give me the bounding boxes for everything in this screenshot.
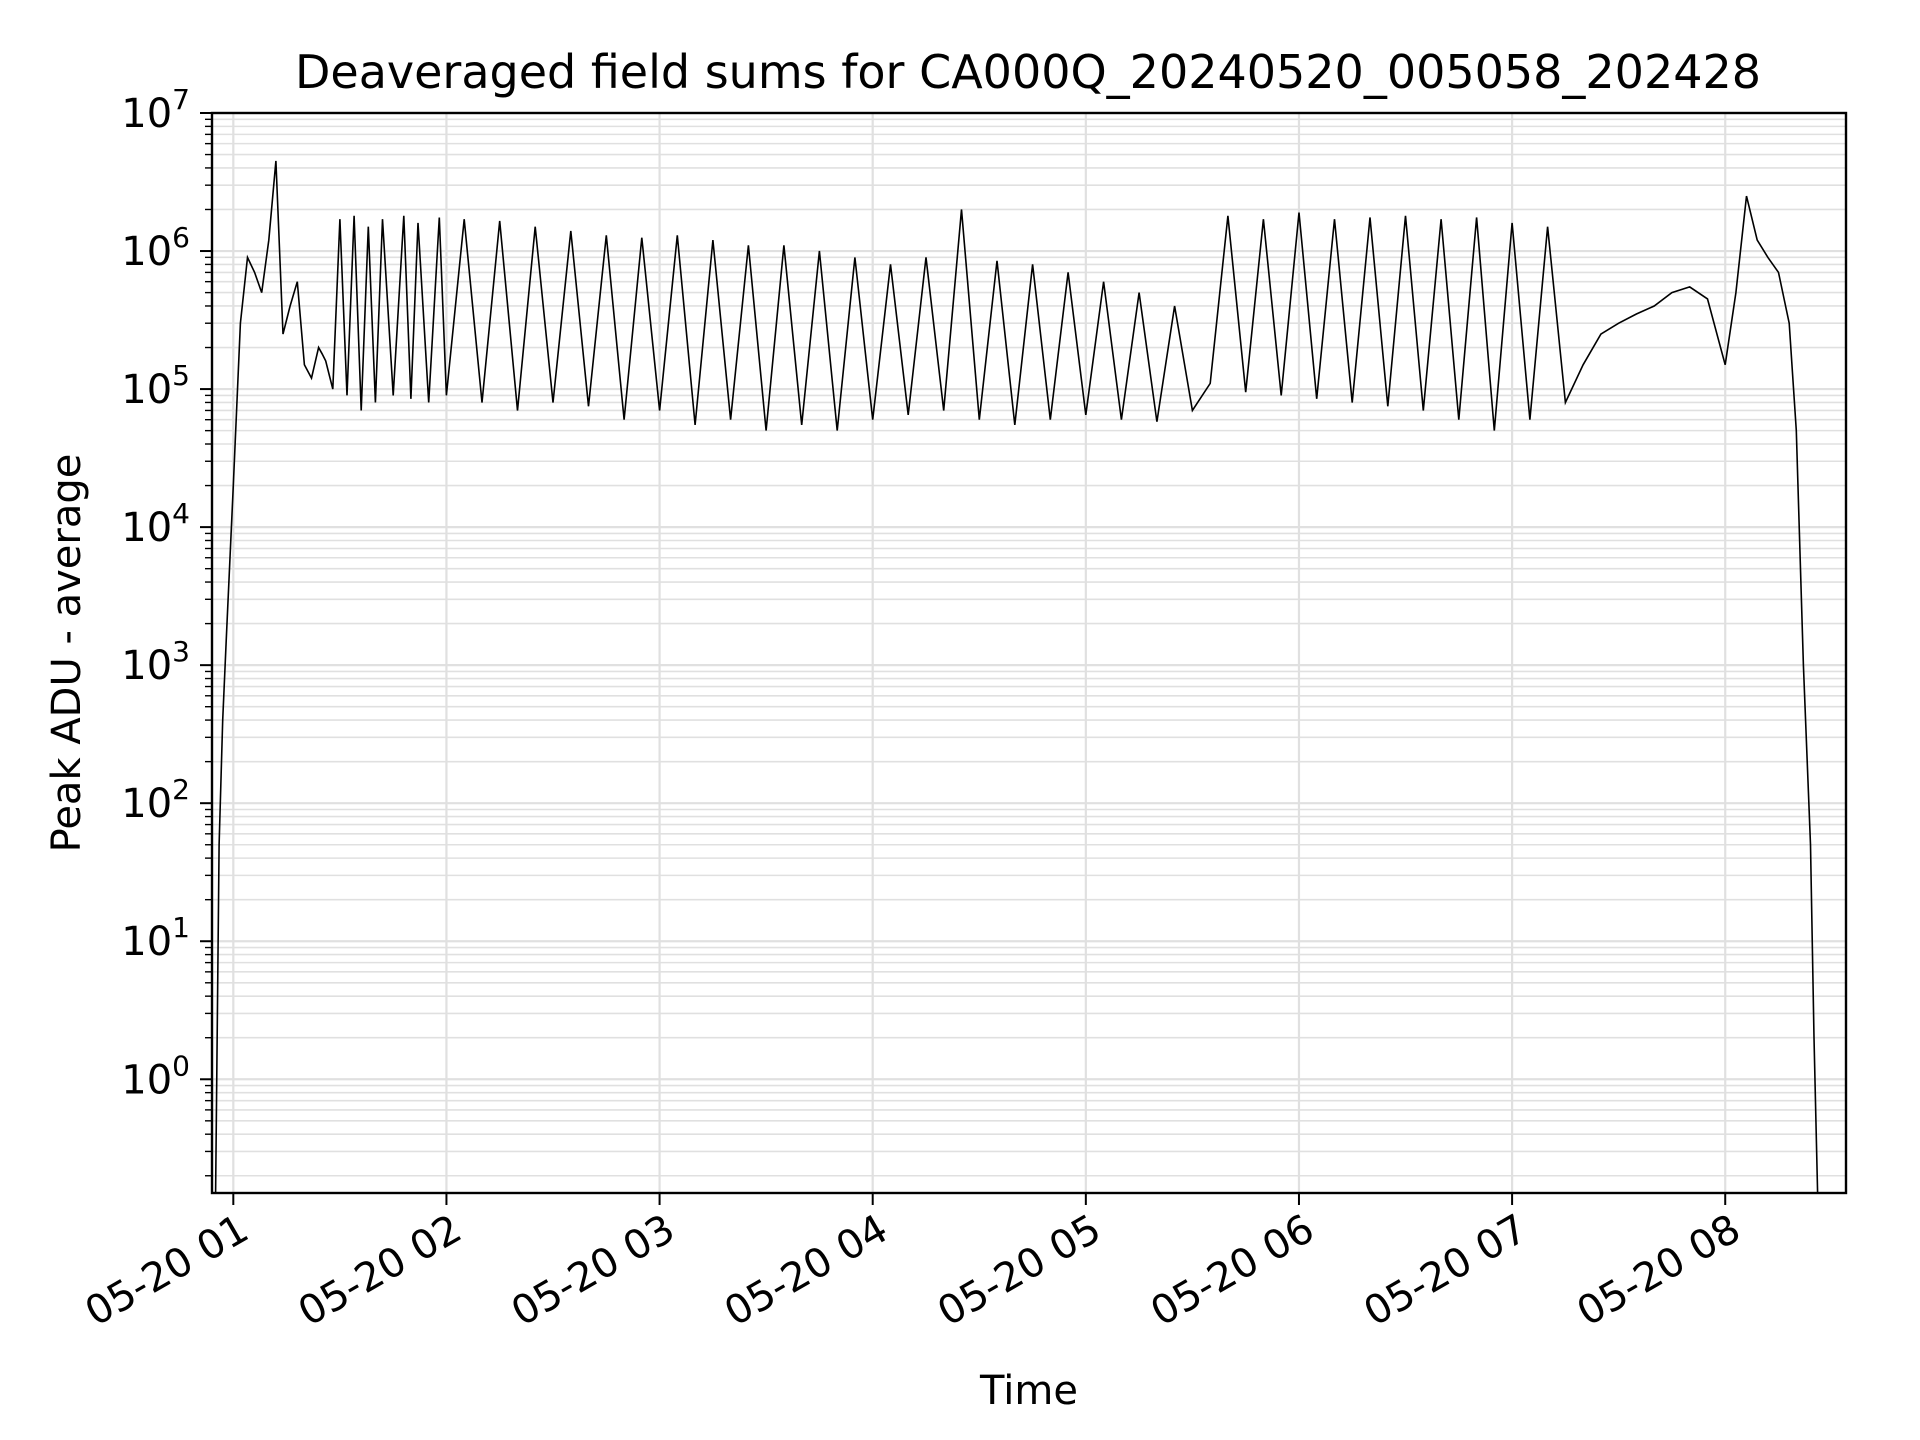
y-tick-label: 103 bbox=[121, 635, 190, 689]
x-tick-label: 05-20 04 bbox=[717, 1206, 896, 1336]
x-tick-label: 05-20 06 bbox=[1143, 1206, 1322, 1336]
y-tick-label: 102 bbox=[121, 773, 190, 827]
x-tick-label: 05-20 07 bbox=[1356, 1206, 1535, 1336]
chart-title: Deaveraged field sums for CA000Q_2024052… bbox=[295, 45, 1761, 99]
y-axis-label: Peak ADU - average bbox=[44, 454, 90, 853]
x-axis: 05-20 01 05-20 02 05-20 03 05-20 04 05-20 05… bbox=[78, 1193, 1748, 1336]
x-tick-label: 05-20 02 bbox=[291, 1206, 470, 1336]
x-tick-label: 05-20 05 bbox=[930, 1206, 1109, 1336]
y-tick-label: 104 bbox=[121, 497, 190, 551]
y-axis: 100 101 102 103 104 105 106 107 bbox=[121, 83, 212, 1177]
y-tick-label: 101 bbox=[121, 911, 190, 965]
y-tick-label: 106 bbox=[121, 221, 190, 275]
y-tick-label: 107 bbox=[121, 83, 190, 137]
x-tick-label: 05-20 03 bbox=[504, 1206, 683, 1336]
x-axis-label: Time bbox=[979, 1368, 1078, 1414]
series-line bbox=[214, 160, 1819, 1194]
x-tick-label: 05-20 01 bbox=[78, 1206, 257, 1336]
plot-frame bbox=[210, 111, 1848, 1195]
x-tick-label: 05-20 08 bbox=[1569, 1206, 1748, 1336]
y-tick-label: 105 bbox=[121, 359, 190, 413]
y-tick-label: 100 bbox=[121, 1049, 190, 1103]
grid bbox=[212, 111, 1846, 1193]
